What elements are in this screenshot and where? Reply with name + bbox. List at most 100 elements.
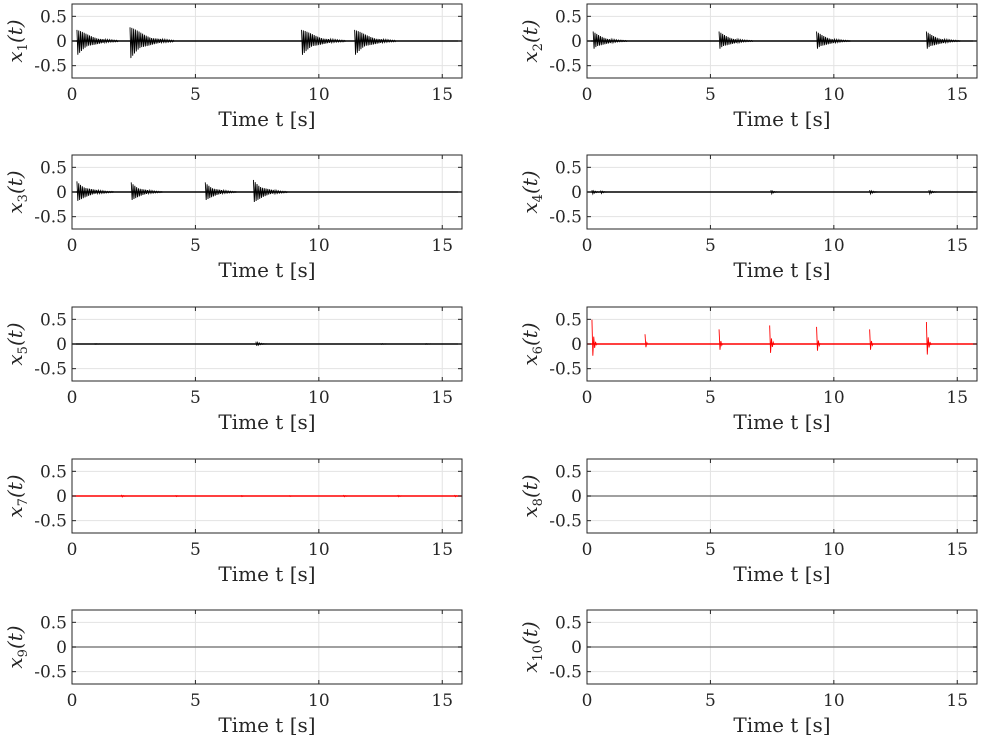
x-tick-label: 15	[946, 85, 968, 105]
burst-2	[93, 343, 106, 345]
y-axis-label-arg: (t)	[518, 322, 542, 346]
x-axis-label: Time t [s]	[733, 107, 830, 131]
y-axis-label-arg: (t)	[518, 621, 542, 645]
y-axis-label-subscript: 8	[531, 498, 546, 506]
y-axis-label: x2(t)	[518, 19, 546, 62]
y-tick-label: -0.5	[34, 512, 67, 532]
y-tick-label: 0	[571, 487, 582, 507]
x-tick-label: 10	[308, 85, 330, 105]
x-tick-label: 0	[582, 691, 593, 711]
y-tick-label: -0.5	[549, 57, 582, 77]
x-tick-label: 0	[582, 85, 593, 105]
y-axis-label: x9(t)	[3, 625, 31, 668]
burst-1	[255, 340, 268, 347]
burst-3	[240, 494, 246, 498]
y-axis-label-var: x	[518, 661, 542, 672]
y-axis-label-arg: (t)	[3, 474, 27, 498]
y-axis-label-arg: (t)	[518, 170, 542, 194]
x-tick-label: 10	[823, 85, 845, 105]
y-tick-label: -0.5	[34, 208, 67, 228]
burst-5	[343, 494, 349, 498]
x-tick-label: 0	[67, 236, 78, 256]
y-axis-label-arg: (t)	[3, 170, 27, 194]
burst-2	[600, 190, 608, 195]
y-axis-label: x5(t)	[3, 322, 31, 365]
x-tick-label: 0	[67, 388, 78, 408]
y-tick-label: 0	[56, 487, 67, 507]
x-tick-label: 0	[582, 388, 593, 408]
burst-4	[769, 325, 775, 353]
y-tick-label: 0	[571, 183, 582, 203]
y-axis-label-arg: (t)	[3, 19, 27, 43]
y-axis-label-arg: (t)	[3, 322, 27, 346]
y-tick-label: 0.5	[555, 613, 582, 633]
y-axis-label-arg: (t)	[518, 19, 542, 43]
x-tick-label: 15	[946, 540, 968, 560]
y-axis-label-subscript: 4	[531, 194, 546, 202]
y-axis-label-subscript: 6	[531, 346, 546, 354]
x-tick-label: 15	[431, 691, 453, 711]
x-tick-label: 5	[190, 85, 201, 105]
x-axis-label: Time t [s]	[733, 410, 830, 434]
burst-1	[592, 31, 628, 49]
y-axis-label-var: x	[518, 506, 542, 517]
x-axis-label: Time t [s]	[218, 410, 315, 434]
x-tick-label: 15	[946, 236, 968, 256]
y-tick-label: 0.5	[40, 158, 67, 178]
x-tick-label: 10	[823, 691, 845, 711]
burst-3	[204, 182, 238, 200]
burst-2	[130, 182, 164, 200]
x-tick-label: 10	[308, 236, 330, 256]
x-tick-label: 5	[190, 236, 201, 256]
y-axis-label-subscript: 5	[16, 346, 31, 354]
y-axis-label-subscript: 1	[16, 43, 31, 51]
y-tick-label: 0	[56, 32, 67, 52]
y-tick-label: 0.5	[555, 462, 582, 482]
x-tick-label: 15	[946, 388, 968, 408]
x-tick-label: 5	[705, 236, 716, 256]
burst-1	[591, 319, 597, 356]
burst-1	[76, 29, 119, 55]
x-tick-label: 10	[308, 691, 330, 711]
x-tick-label: 15	[431, 388, 453, 408]
burst-5	[816, 326, 821, 351]
y-tick-label: 0	[571, 32, 582, 52]
y-tick-label: -0.5	[549, 360, 582, 380]
x-tick-label: 15	[946, 691, 968, 711]
x-tick-label: 5	[705, 85, 716, 105]
x-tick-label: 15	[431, 540, 453, 560]
x-axis-label: Time t [s]	[218, 258, 315, 282]
burst-1	[76, 181, 115, 201]
y-axis-label-subscript: 10	[531, 645, 546, 662]
y-tick-label: 0.5	[40, 7, 67, 27]
x-tick-label: 5	[705, 540, 716, 560]
burst-3	[770, 189, 779, 196]
x-tick-label: 5	[705, 691, 716, 711]
x-axis-label: Time t [s]	[733, 713, 830, 737]
x-tick-label: 10	[823, 236, 845, 256]
y-tick-label: -0.5	[34, 360, 67, 380]
y-tick-label: -0.5	[549, 208, 582, 228]
y-axis-label-arg: (t)	[518, 474, 542, 498]
y-axis-label: x3(t)	[3, 170, 31, 213]
y-tick-label: 0	[571, 638, 582, 658]
y-tick-label: -0.5	[549, 663, 582, 683]
burst-4	[288, 495, 294, 497]
y-axis-label-var: x	[3, 202, 27, 213]
y-axis-label-var: x	[3, 51, 27, 62]
y-axis-label-var: x	[518, 202, 542, 213]
x-tick-label: 15	[431, 85, 453, 105]
burst-3	[301, 29, 347, 55]
y-tick-label: 0.5	[555, 7, 582, 27]
burst-2	[718, 31, 754, 49]
burst-6	[869, 329, 874, 350]
x-tick-label: 5	[705, 388, 716, 408]
y-tick-label: 0.5	[40, 462, 67, 482]
burst-4	[424, 343, 437, 345]
x-tick-label: 10	[823, 540, 845, 560]
burst-2	[175, 494, 181, 498]
